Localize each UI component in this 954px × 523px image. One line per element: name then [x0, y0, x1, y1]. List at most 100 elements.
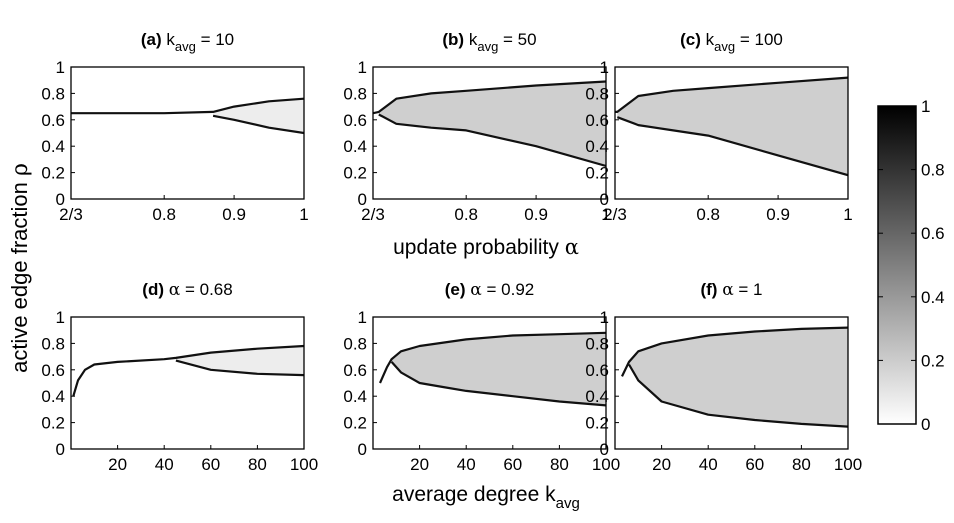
- panel-f-ytick-label: 0.6: [585, 361, 609, 380]
- panel-f-title-symbol: α: [722, 280, 734, 300]
- panel-e-ytick-label: 0: [358, 440, 367, 459]
- panel-a-title-label: (a): [141, 30, 162, 49]
- panel-b-ytick-label: 0.2: [343, 164, 367, 183]
- panel-f-xtick-label: 100: [834, 455, 862, 474]
- panel-d-title-label: (d): [142, 280, 164, 299]
- panel-b-title-label: (b): [442, 30, 464, 49]
- panel-e-plot-area: [373, 317, 606, 449]
- panel-f: 0 0.2 0.4 0.6 0.8 1 20 40 60 80 100 (f) α = 1: [585, 280, 862, 474]
- panel-f-title: (f) α = 1: [700, 280, 762, 300]
- panel-c-xtick-label: 2/3: [603, 205, 627, 224]
- panel-d-ytick-label: 0.2: [41, 414, 65, 433]
- panel-d-ytick-label: 1: [56, 308, 65, 327]
- colorbar-gradient: [877, 105, 917, 425]
- panel-f-ytick-label: 1: [600, 308, 609, 327]
- bottom-row-xlabel-text: average degree k: [392, 483, 556, 506]
- panel-b-ytick-label: 0.4: [343, 137, 367, 156]
- panel-f-ytick-label: 0.4: [585, 387, 609, 406]
- panel-d-branch-lower: [175, 359, 304, 377]
- panel-b-branch-upper: [373, 80, 606, 115]
- shared-ylabel: active edge fraction ρ: [7, 163, 33, 373]
- panel-d-xtick-label: 40: [155, 455, 174, 474]
- panel-b-xtick-label: 1: [601, 205, 610, 224]
- panel-a-ytick-label: 0.2: [41, 164, 65, 183]
- colorbar-tick-label: 0: [921, 415, 930, 434]
- panel-a-ytick-label: 0.8: [41, 84, 65, 103]
- panel-f-title-value: = 1: [734, 280, 763, 299]
- panel-b-axes-frame: [372, 66, 607, 200]
- panel-f-ytick-label: 0: [600, 440, 609, 459]
- top-row-xlabel-symbol: α: [565, 235, 579, 259]
- panel-c-branch-upper: [615, 76, 848, 113]
- panel-a-ytick-label: 0: [56, 190, 65, 209]
- panel-c-xtick-label: 0.8: [696, 205, 720, 224]
- panel-a-plot-area: [71, 67, 304, 199]
- panel-f-plot-area: [615, 317, 848, 449]
- panel-c: 00.20.40.60.812/3 0.8 0.9 1(c) kavg = 100: [585, 30, 852, 224]
- panel-b-branch-lower: [378, 113, 606, 168]
- panel-d-xtick-label: 20: [108, 455, 127, 474]
- bottom-row-xlabel-sub: avg: [556, 495, 580, 512]
- panel-e-axes-frame: [372, 316, 607, 450]
- panel-f-xtick-label: 40: [699, 455, 718, 474]
- panel-d-plot-area: [71, 317, 304, 449]
- shared-ylabel-symbol: ρ: [8, 163, 33, 176]
- panel-b-chaotic-band: [378, 81, 606, 166]
- panel-b-title: (b) kavg = 50: [442, 30, 536, 54]
- colorbar-tick-label: 0.8: [921, 161, 945, 180]
- panel-e-branch-lower: [390, 361, 606, 407]
- panel-b-xtick-label: 2/3: [361, 205, 385, 224]
- panel-e: 0 0.2 0.4 0.6 0.8 1 20 40 60 80 100 (e) α = 0.92: [343, 280, 620, 474]
- panel-c-xtick-label: 1: [843, 205, 852, 224]
- panel-c-plot-area: [615, 67, 848, 199]
- panel-c-title-label: (c): [680, 30, 701, 49]
- panel-c-ytick-label: 0.2: [585, 164, 609, 183]
- panel-d: 0 0.2 0.4 0.6 0.8 1 20 40 60 80 100 (d) α = 0.68: [41, 280, 318, 474]
- colorbar: 0 0.2 0.4 0.6 0.8 1: [877, 97, 945, 434]
- panel-d-ytick-label: 0.6: [41, 361, 65, 380]
- panel-e-xtick-label: 40: [457, 455, 476, 474]
- panel-d-ytick-label: 0.8: [41, 334, 65, 353]
- panel-c-axes-frame: [614, 66, 849, 200]
- panel-c-chaotic-band: [617, 77, 848, 176]
- panel-f-xtick-label: 60: [745, 455, 764, 474]
- panel-a-title-value: = 10: [196, 30, 234, 49]
- panel-e-ytick-label: 0.6: [343, 361, 367, 380]
- panel-b-ytick-label: 0.6: [343, 111, 367, 130]
- panel-c-title: (c) kavg = 100: [680, 30, 783, 54]
- panel-d-xtick-label: 80: [248, 455, 267, 474]
- panel-e-ytick-label: 1: [358, 308, 367, 327]
- panel-d-axes-frame: [70, 316, 305, 450]
- panel-d-title-symbol: α: [169, 280, 181, 300]
- panel-e-xtick-label: 20: [410, 455, 429, 474]
- panel-f-xtick-label: 80: [792, 455, 811, 474]
- colorbar-tick-label: 1: [921, 97, 930, 116]
- panel-b-title-value: = 50: [498, 30, 536, 49]
- panel-c-ytick-label: 1: [600, 58, 609, 77]
- panel-b: 0 0.2 0.4 0.6 0.8 1 2/3 0.8 0.9 1 (b) kavg = 50: [343, 30, 610, 224]
- panel-a-xtick-label: 0.8: [152, 205, 176, 224]
- bottom-row-xlabel: average degree kavg: [392, 483, 580, 512]
- panel-f-xtick-label: 20: [652, 455, 671, 474]
- panel-b-ytick-label: 0: [358, 190, 367, 209]
- panel-e-ytick-label: 0.2: [343, 414, 367, 433]
- panel-d-title: (d) α = 0.68: [142, 280, 232, 300]
- panel-f-chaotic-band: [628, 327, 848, 427]
- panel-d-branch-upper: [72, 344, 304, 397]
- panel-a-axes-frame: [70, 66, 305, 200]
- panel-a-title-sub: avg: [175, 39, 196, 54]
- panel-f-title-label: (f): [700, 280, 717, 299]
- panel-c-ytick-label: 0.8: [585, 84, 609, 103]
- panel-b-title-sub: avg: [477, 39, 498, 54]
- panel-e-title: (e) α = 0.92: [445, 280, 534, 300]
- panel-c-title-value: = 100: [735, 30, 783, 49]
- top-row-xlabel-text: update probability: [393, 236, 565, 259]
- panel-a-xtick-label: 0.9: [222, 205, 246, 224]
- panel-a-xtick-label: 2/3: [59, 205, 83, 224]
- panel-a-xtick-label: 1: [299, 205, 308, 224]
- panel-e-branch-upper: [378, 331, 606, 384]
- panel-e-xtick-label: 100: [592, 455, 620, 474]
- panel-c-xtick-label: 0.9: [766, 205, 790, 224]
- colorbar-tick-label: 0.4: [921, 288, 945, 307]
- panel-b-ytick-label: 1: [358, 58, 367, 77]
